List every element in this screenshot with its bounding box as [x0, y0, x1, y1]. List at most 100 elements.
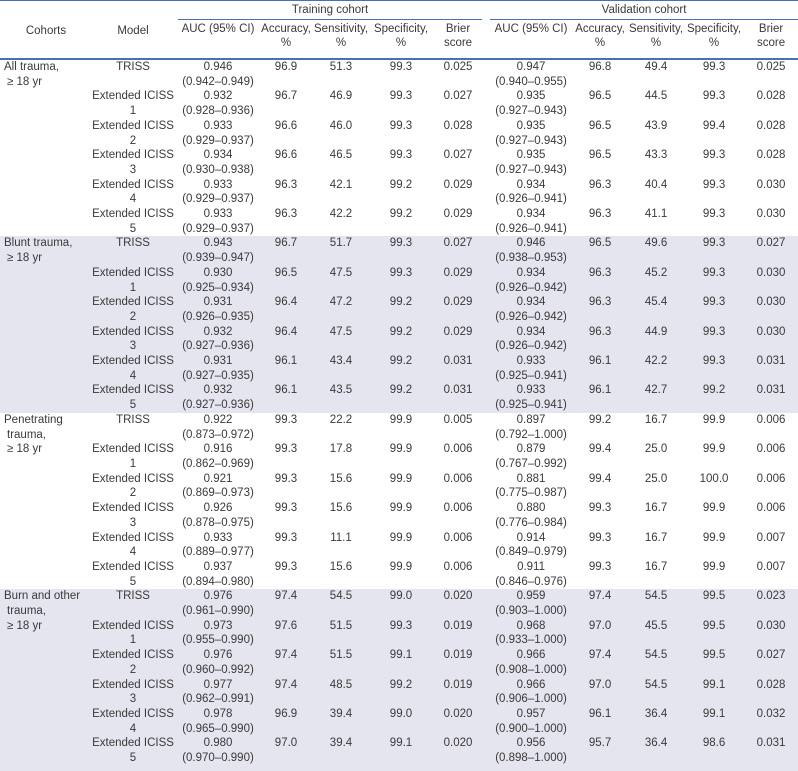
table-row: Extended ICISS 2 0.933 (0.929–0.937) 96.6 46… [0, 119, 798, 148]
validation-specificity-cell: 99.5 [684, 589, 745, 619]
validation-specificity-cell: 99.1 [684, 706, 745, 737]
table-row: Extended ICISS 3 0.977 (0.962–0.991) 97.4 48… [0, 677, 798, 707]
validation-sensitivity-cell: 40.4 [644, 178, 668, 191]
training-accuracy-cell: 99.3 [274, 443, 298, 456]
training-sensitivity-cell: 15.6 [329, 560, 353, 573]
training-sensitivity-cell: 47.2 [314, 295, 368, 325]
training-specificity-cell: 99.2 [368, 354, 434, 384]
training-sensitivity-cell: 47.5 [314, 324, 368, 355]
validation-accuracy-cell: 99.4 [588, 443, 612, 456]
validation-specificity-cell: 99.3 [684, 265, 745, 296]
training-auc-ci-cell: 0.946 (0.942–0.949) [182, 61, 254, 88]
header-validation-cohort: Validation cohort [490, 0, 798, 20]
validation-sensitivity-cell: 25.0 [644, 472, 668, 485]
header-model: Model [88, 0, 178, 60]
training-specificity-cell: 99.3 [368, 265, 434, 296]
subheader-training-sensitivity: Sensitivity,% [314, 19, 368, 60]
training-sensitivity-cell: 51.5 [314, 618, 368, 649]
validation-sensitivity-cell: 44.5 [644, 90, 668, 103]
model-cell: Extended ICISS 4 [88, 706, 178, 737]
training-accuracy-cell: 96.3 [274, 178, 298, 191]
model-cell: Extended ICISS 1 [92, 90, 174, 118]
table-header: Cohorts Model Training cohort Validation… [0, 0, 798, 60]
training-sensitivity-cell: 42.1 [329, 178, 353, 191]
cohort-label: All trauma, ≥ 18 yr [4, 61, 59, 88]
training-brier-cell: 0.006 [443, 472, 473, 485]
validation-accuracy-cell: 96.3 [588, 178, 612, 191]
training-auc-ci-cell: 0.926 (0.878–0.975) [182, 502, 254, 529]
validation-sensitivity-cell: 43.3 [644, 149, 668, 162]
validation-sensitivity-cell: 45.2 [628, 265, 685, 296]
model-cell: Extended ICISS 4 [88, 354, 178, 384]
training-specificity-cell: 99.2 [368, 383, 434, 413]
model-cell: Extended ICISS 3 [88, 677, 178, 707]
validation-sensitivity-cell: 25.0 [644, 443, 668, 456]
training-accuracy-cell: 96.3 [274, 208, 298, 221]
validation-brier-cell: 0.023 [744, 589, 798, 619]
table-row: Burn and other trauma, ≥ 18 yr TRISS 0.976 (0… [0, 589, 798, 766]
training-accuracy-cell: 96.4 [258, 324, 314, 355]
table-row: Extended ICISS 5 0.932 (0.927–0.936) 96.1 43… [0, 383, 798, 413]
validation-auc-ci-cell: 0.914 (0.849–0.979) [495, 531, 567, 559]
validation-auc-ci-cell: 0.968 (0.933–1.000) [490, 618, 573, 649]
validation-sensitivity-cell: 41.1 [644, 208, 668, 221]
training-accuracy-cell: 96.1 [258, 383, 314, 413]
training-specificity-cell: 99.3 [389, 90, 413, 103]
training-specificity-cell: 99.9 [389, 502, 413, 515]
validation-specificity-cell: 99.3 [684, 295, 745, 325]
training-accuracy-cell: 96.5 [258, 265, 314, 296]
cohort-section-1: Blunt trauma, ≥ 18 yr TRISS 0.943 (0.939–0.9… [0, 236, 798, 413]
validation-auc-ci-cell: 0.959 (0.903–1.000) [490, 589, 573, 619]
training-auc-ci-cell: 0.932 (0.928–0.936) [182, 90, 254, 118]
validation-specificity-cell: 99.9 [702, 560, 726, 573]
column-gap [482, 265, 491, 296]
validation-auc-ci-cell: 0.966 (0.908–1.000) [490, 648, 573, 678]
validation-sensitivity-cell: 54.5 [628, 589, 685, 619]
subheader-validation-sensitivity: Sensitivity,% [628, 19, 685, 60]
validation-sensitivity-cell: 44.9 [628, 324, 685, 355]
validation-brier-cell: 0.025 [756, 61, 786, 73]
header-cohorts: Cohorts [0, 0, 88, 60]
validation-auc-ci-cell: 0.879 (0.767–0.992) [495, 443, 567, 470]
validation-specificity-cell: 99.3 [684, 236, 745, 266]
validation-sensitivity-cell: 45.4 [628, 295, 685, 325]
validation-auc-ci-cell: 0.935 (0.927–0.943) [495, 119, 567, 147]
training-sensitivity-cell: 43.5 [314, 383, 368, 413]
table-row: Extended ICISS 5 0.937 (0.894–0.980) 99.3 15… [0, 560, 798, 589]
training-auc-ci-cell: 0.921 (0.869–0.973) [182, 472, 254, 500]
subheader-validation-specificity: Specificity,% [684, 19, 745, 60]
training-brier-cell: 0.027 [434, 236, 483, 266]
model-cell: Extended ICISS 4 [92, 178, 174, 206]
column-gap [482, 472, 490, 501]
training-specificity-cell: 99.3 [368, 236, 434, 266]
validation-specificity-cell: 99.9 [702, 502, 726, 515]
validation-brier-cell: 0.007 [756, 560, 786, 573]
training-specificity-cell: 99.9 [389, 472, 413, 485]
validation-brier-cell: 0.030 [744, 324, 798, 355]
training-specificity-cell: 99.3 [389, 61, 413, 73]
bottom-filler-cell [0, 765, 798, 771]
validation-specificity-cell: 100.0 [699, 472, 729, 485]
validation-specificity-cell: 99.3 [702, 149, 726, 162]
validation-auc-ci-cell: 0.897 (0.792–1.000) [495, 413, 567, 441]
cohort-label: Burn and other trauma, ≥ 18 yr [0, 589, 88, 766]
model-cell: Extended ICISS 3 [92, 149, 174, 176]
validation-accuracy-cell: 96.5 [588, 119, 612, 132]
training-specificity-cell: 99.1 [368, 736, 434, 766]
training-accuracy-cell: 96.9 [274, 61, 298, 73]
training-auc-ci-cell: 0.930 (0.925–0.934) [178, 265, 258, 296]
training-sensitivity-cell: 39.4 [314, 736, 368, 766]
validation-specificity-cell: 99.9 [702, 531, 726, 544]
validation-sensitivity-cell: 16.7 [644, 413, 668, 426]
column-gap [482, 59, 490, 89]
training-brier-cell: 0.005 [443, 413, 473, 426]
validation-auc-ci-cell: 0.933 (0.925–0.941) [490, 383, 573, 413]
training-accuracy-cell: 97.4 [258, 677, 314, 707]
table-row: Extended ICISS 3 0.926 (0.878–0.975) 99.3 15… [0, 501, 798, 530]
training-specificity-cell: 99.9 [389, 531, 413, 544]
validation-accuracy-cell: 96.5 [588, 90, 612, 103]
bottom-filler-row [0, 765, 798, 771]
validation-auc-ci-cell: 0.934 (0.926–0.942) [490, 295, 573, 325]
